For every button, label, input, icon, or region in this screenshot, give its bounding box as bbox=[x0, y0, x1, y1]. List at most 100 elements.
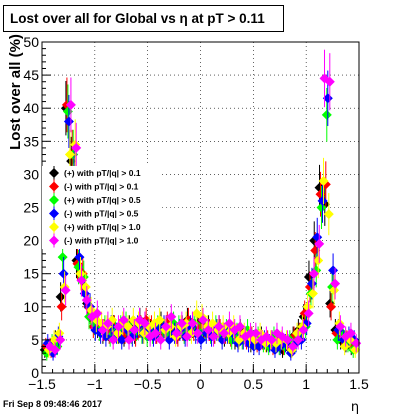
data-point bbox=[108, 334, 119, 345]
data-point bbox=[76, 275, 87, 286]
y-tick-label: 25 bbox=[23, 200, 39, 216]
legend-label: (+) with pT/|q| > 0.1 bbox=[64, 168, 141, 178]
timestamp: Fri Sep 8 09:48:46 2017 bbox=[3, 399, 103, 409]
data-point bbox=[234, 321, 245, 332]
data-point bbox=[308, 268, 319, 279]
data-point bbox=[293, 334, 304, 345]
data-point bbox=[328, 265, 339, 276]
data-point bbox=[250, 328, 261, 339]
legend-label: (-) with pT/|q| > 1.0 bbox=[64, 236, 139, 246]
data-point bbox=[50, 344, 61, 355]
x-tick-label: −0.5 bbox=[134, 376, 162, 392]
axes: −1.5 −1 −0.5 0 0.5 1 1.5 0 5 10 15 20 25 30 35 40 45 50 bbox=[23, 34, 369, 392]
data-point bbox=[97, 324, 108, 335]
data-point bbox=[57, 252, 68, 263]
data-point bbox=[187, 318, 198, 329]
data-point bbox=[58, 268, 69, 279]
data-point bbox=[307, 288, 318, 299]
data-markers bbox=[39, 49, 362, 361]
data-point bbox=[60, 285, 71, 296]
data-point bbox=[302, 301, 313, 312]
data-point bbox=[80, 281, 91, 292]
data-point bbox=[129, 324, 140, 335]
data-point bbox=[213, 321, 224, 332]
y-tick-label: 0 bbox=[31, 365, 39, 381]
data-point bbox=[287, 341, 298, 352]
data-point bbox=[345, 328, 356, 339]
data-point bbox=[49, 334, 60, 345]
data-point bbox=[65, 99, 76, 110]
y-tick-label: 50 bbox=[23, 34, 39, 50]
x-tick-label: 1.5 bbox=[349, 376, 369, 392]
data-point bbox=[248, 341, 259, 352]
x-tick-label: 0 bbox=[197, 376, 205, 392]
data-point bbox=[81, 295, 92, 306]
data-point bbox=[176, 318, 187, 329]
y-axis-label: Lost over all (%) bbox=[7, 34, 24, 150]
data-point bbox=[329, 285, 340, 296]
data-point bbox=[298, 324, 309, 335]
data-point bbox=[219, 328, 230, 339]
legend-box bbox=[42, 166, 160, 249]
legend-label: (+) with pT/|q| > 0.5 bbox=[64, 195, 141, 205]
data-point bbox=[192, 328, 203, 339]
legend: (+) with pT/|q| > 0.1 (-) with pT/|q| > 0… bbox=[42, 166, 160, 249]
data-point bbox=[224, 318, 235, 329]
data-point bbox=[318, 176, 329, 187]
y-tick-label: 20 bbox=[23, 233, 39, 249]
data-point bbox=[92, 308, 103, 319]
data-point bbox=[112, 328, 123, 339]
data-point bbox=[166, 311, 177, 322]
data-point bbox=[245, 328, 256, 339]
data-point bbox=[113, 321, 124, 332]
y-tick-label: 35 bbox=[23, 133, 39, 149]
data-point bbox=[323, 209, 334, 220]
data-point bbox=[339, 341, 350, 352]
data-point bbox=[74, 252, 85, 263]
y-tick-label: 15 bbox=[23, 266, 39, 282]
data-point bbox=[64, 149, 75, 160]
data-point bbox=[71, 142, 82, 153]
x-tick-label: −1 bbox=[87, 376, 103, 392]
data-point bbox=[154, 315, 165, 326]
legend-label: (+) with pT/|q| > 1.0 bbox=[64, 222, 141, 232]
data-point bbox=[75, 268, 86, 279]
data-point bbox=[266, 334, 277, 345]
legend-label: (-) with pT/|q| > 0.1 bbox=[64, 182, 139, 192]
data-point bbox=[116, 334, 127, 345]
data-point bbox=[317, 195, 328, 206]
data-point bbox=[314, 238, 325, 249]
data-point bbox=[150, 328, 161, 339]
y-tick-label: 45 bbox=[23, 67, 39, 83]
data-point bbox=[102, 318, 113, 329]
x-axis-label: η bbox=[351, 400, 359, 414]
data-point bbox=[282, 334, 293, 345]
y-tick-label: 5 bbox=[31, 332, 39, 348]
data-point bbox=[208, 331, 219, 342]
data-point bbox=[198, 315, 208, 326]
data-point bbox=[54, 328, 65, 339]
x-tick-label: 0.5 bbox=[244, 376, 264, 392]
y-tick-label: 40 bbox=[23, 100, 39, 116]
legend-label: (-) with pT/|q| > 0.5 bbox=[64, 209, 139, 219]
data-point bbox=[316, 202, 327, 213]
data-point bbox=[55, 291, 66, 302]
data-point bbox=[335, 321, 346, 332]
data-point bbox=[249, 334, 260, 345]
data-point bbox=[313, 255, 324, 266]
data-point bbox=[155, 334, 166, 345]
data-point bbox=[321, 109, 332, 120]
data-point bbox=[124, 334, 135, 345]
x-tick-label: −1.5 bbox=[28, 376, 56, 392]
data-point bbox=[330, 278, 341, 289]
y-tick-label: 30 bbox=[23, 166, 39, 182]
data-point bbox=[350, 344, 361, 355]
data-point bbox=[303, 308, 314, 319]
data-point bbox=[161, 321, 172, 332]
data-point bbox=[324, 76, 335, 87]
data-point bbox=[139, 318, 150, 329]
data-point bbox=[118, 315, 129, 326]
data-point bbox=[203, 324, 214, 335]
data-point bbox=[171, 328, 182, 339]
